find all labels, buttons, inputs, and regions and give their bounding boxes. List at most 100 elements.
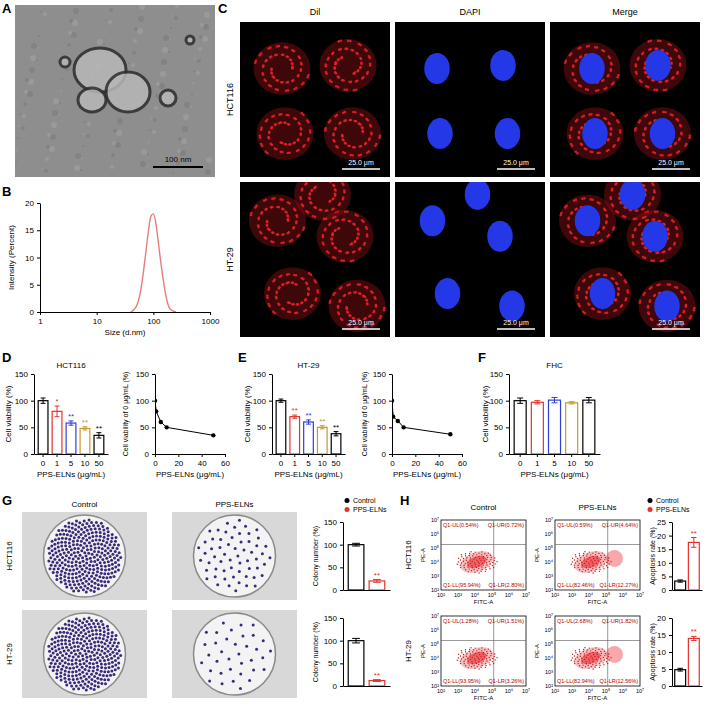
colony-dot xyxy=(111,553,114,556)
grain xyxy=(84,121,86,123)
stain-dot xyxy=(343,189,346,192)
stain-dot xyxy=(646,146,649,149)
stain-dot xyxy=(264,80,267,83)
stain-dot xyxy=(579,56,582,59)
stain-dot xyxy=(303,226,306,229)
axis-line xyxy=(272,375,273,455)
point xyxy=(396,419,400,423)
tick: 0 xyxy=(145,450,155,459)
stain-dot xyxy=(663,250,666,253)
stain-dot xyxy=(652,196,655,199)
chart-title: HCT116 xyxy=(56,361,86,370)
colony-dot xyxy=(73,551,76,554)
chart: 0204060050100150Cell viability of 0 μg/m… xyxy=(122,370,230,479)
stain-dot xyxy=(272,280,275,283)
colony-dot xyxy=(82,546,85,549)
colony-dot xyxy=(95,531,98,534)
stain-dot xyxy=(301,301,304,304)
stain-dot xyxy=(667,283,670,286)
colony-dot xyxy=(72,540,75,543)
axis-title: Cell viability (%) xyxy=(4,385,13,442)
stain-dot xyxy=(285,143,288,146)
tick: 150 xyxy=(490,370,509,379)
tick: 5 xyxy=(30,281,40,290)
stain-dot xyxy=(297,303,300,306)
grain xyxy=(162,47,168,53)
colony-dot xyxy=(78,521,81,524)
stain-dot xyxy=(281,81,284,84)
stain-dot xyxy=(287,81,290,84)
colony-dot xyxy=(90,521,93,524)
colony-dot xyxy=(113,543,116,546)
stain-dot xyxy=(678,315,681,318)
stain-dot xyxy=(292,303,295,306)
stain-dot xyxy=(607,55,610,58)
stain-dot xyxy=(293,226,296,229)
stain-dot xyxy=(316,289,319,292)
stain-dot xyxy=(325,217,328,220)
colony-dot xyxy=(95,534,98,537)
colony-dot xyxy=(89,548,92,551)
tick-mark xyxy=(294,454,295,457)
stain-dot xyxy=(281,208,284,211)
stain-dot xyxy=(339,250,342,253)
colony-dot xyxy=(71,573,74,576)
colony-dot xyxy=(114,561,117,564)
stain-dot xyxy=(295,283,298,286)
stain-dot xyxy=(284,143,287,146)
stain-dot xyxy=(291,62,294,65)
stain-dot xyxy=(338,300,341,303)
grain xyxy=(150,117,152,119)
cytoplasm-glow xyxy=(329,280,386,333)
plot-area xyxy=(514,397,595,454)
stain-dot xyxy=(360,145,363,148)
tick-label: 150 xyxy=(136,370,150,379)
nucleus xyxy=(645,50,671,81)
panel-letter: A xyxy=(2,1,12,16)
stain-dot xyxy=(278,122,281,125)
colony-dot xyxy=(99,531,102,534)
stain-dot xyxy=(364,143,367,146)
grain xyxy=(23,102,27,106)
colony-dot xyxy=(86,548,89,551)
tick: 10 xyxy=(567,454,576,468)
colony-dot xyxy=(70,553,73,556)
tick-mark xyxy=(43,454,44,457)
colony-dot xyxy=(78,575,81,578)
colony-dot xyxy=(85,561,88,564)
tick-label: 100 xyxy=(136,397,150,406)
tick-label: 0 xyxy=(262,450,267,459)
stain-dot xyxy=(334,62,337,65)
colony-dot xyxy=(91,553,94,556)
image-ground xyxy=(240,22,390,177)
stain-dot xyxy=(307,287,310,290)
stain-dot xyxy=(295,214,298,217)
axis: 0204060 xyxy=(390,454,467,468)
grain xyxy=(149,129,151,131)
stain-dot xyxy=(331,242,334,245)
stain-dot xyxy=(339,287,342,290)
colony-dot xyxy=(103,580,106,583)
tick: 20 xyxy=(25,199,40,208)
stain-dot xyxy=(661,154,664,157)
stain-dot xyxy=(625,297,628,300)
stain-dot xyxy=(678,150,681,153)
stain-dot xyxy=(589,198,592,201)
nucleus xyxy=(424,53,450,84)
stain-dot xyxy=(300,198,303,201)
grain xyxy=(190,106,192,108)
grain xyxy=(82,145,84,147)
stain-dot xyxy=(655,89,658,92)
stain-dot xyxy=(582,280,585,283)
stain-dot xyxy=(368,137,371,140)
stain-dot xyxy=(278,275,281,278)
grain xyxy=(43,12,47,16)
tick-label: 150 xyxy=(15,370,29,379)
vesicle xyxy=(106,72,150,112)
tick-label: 100 xyxy=(490,397,504,406)
cytoplasm-glow xyxy=(294,182,351,221)
stain-dot xyxy=(648,122,651,125)
stain-dot xyxy=(281,151,284,154)
stain-dot xyxy=(328,200,331,203)
stain-dot xyxy=(270,72,273,75)
